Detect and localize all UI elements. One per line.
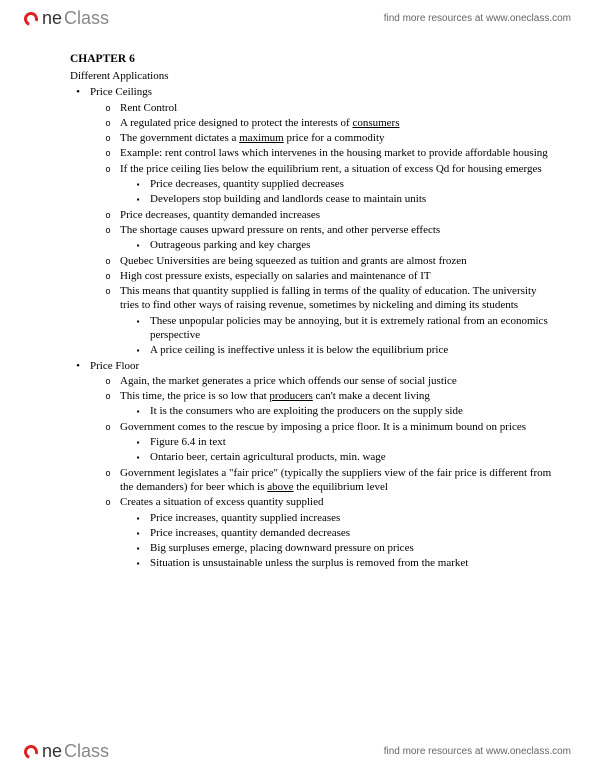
- logo-text-one: ne: [42, 8, 62, 29]
- logo-text-class: Class: [64, 8, 109, 29]
- list-item-text: Situation is unsustainable unless the su…: [150, 557, 468, 569]
- sub-list-item: Developers stop building and landlords c…: [130, 192, 555, 206]
- section-item: Price Floor: [70, 359, 555, 373]
- list-item: Quebec Universities are being squeezed a…: [100, 254, 555, 268]
- list-item: The shortage causes upward pressure on r…: [100, 223, 555, 237]
- list-item-text: Big surpluses emerge, placing downward p…: [150, 542, 414, 554]
- list-item-text: A regulated price designed to protect th…: [120, 117, 400, 129]
- sub-list-item: Situation is unsustainable unless the su…: [130, 556, 555, 570]
- logo-text-one: ne: [42, 741, 62, 762]
- list-item-text: Price decreases, quantity supplied decre…: [150, 178, 344, 190]
- sub-list-item: Figure 6.4 in text: [130, 435, 555, 449]
- logo-ring-icon: [22, 9, 41, 28]
- sub-list-item: Price increases, quantity demanded decre…: [130, 526, 555, 540]
- logo-ring-icon: [22, 742, 41, 761]
- list-item: This time, the price is so low that prod…: [100, 389, 555, 403]
- list-item-text: Price increases, quantity demanded decre…: [150, 527, 350, 539]
- section-title: Price Floor: [90, 360, 139, 372]
- logo-footer: ne Class: [24, 741, 109, 762]
- logo: ne Class: [24, 8, 109, 29]
- sub-list-item: A price ceiling is ineffective unless it…: [130, 343, 555, 357]
- sub-list-item: Price increases, quantity supplied incre…: [130, 511, 555, 525]
- list-item: Rent Control: [100, 101, 555, 115]
- list-item-text: Figure 6.4 in text: [150, 436, 226, 448]
- list-item-text: The shortage causes upward pressure on r…: [120, 224, 440, 236]
- logo-text-class: Class: [64, 741, 109, 762]
- underlined-text: maximum: [239, 132, 284, 144]
- outline-root: Price Ceilings Rent Control A regulated pr…: [70, 85, 555, 571]
- chapter-title: CHAPTER 6: [70, 52, 555, 67]
- list-item-text: A price ceiling is ineffective unless it…: [150, 344, 448, 356]
- underlined-text: above: [267, 481, 293, 493]
- page-header: ne Class find more resources at www.onec…: [0, 0, 595, 37]
- page-footer: ne Class find more resources at www.onec…: [0, 733, 595, 770]
- list-item-text: Again, the market generates a price whic…: [120, 375, 457, 387]
- section-title: Price Ceilings: [90, 86, 152, 98]
- list-item-text: Developers stop building and landlords c…: [150, 193, 426, 205]
- list-item: Example: rent control laws which interve…: [100, 146, 555, 160]
- list-item: If the price ceiling lies below the equi…: [100, 162, 555, 176]
- list-item-text: These unpopular policies may be annoying…: [150, 315, 548, 341]
- list-item-text: This time, the price is so low that prod…: [120, 390, 430, 402]
- underlined-text: producers: [269, 390, 312, 402]
- list-item-text: Price increases, quantity supplied incre…: [150, 512, 340, 524]
- list-item-text: Example: rent control laws which interve…: [120, 147, 548, 159]
- footer-tagline: find more resources at www.oneclass.com: [384, 746, 571, 757]
- list-item-text: Government legislates a "fair price" (ty…: [120, 467, 551, 493]
- list-item: Government comes to the rescue by imposi…: [100, 420, 555, 434]
- list-item-text: Ontario beer, certain agricultural produ…: [150, 451, 386, 463]
- underlined-text: consumers: [352, 117, 399, 129]
- sub-list-item: It is the consumers who are exploiting t…: [130, 404, 555, 418]
- header-tagline: find more resources at www.oneclass.com: [384, 13, 571, 24]
- sub-list-item: Outrageous parking and key charges: [130, 238, 555, 252]
- list-item-text: If the price ceiling lies below the equi…: [120, 163, 542, 175]
- list-item: High cost pressure exists, especially on…: [100, 269, 555, 283]
- list-item: Again, the market generates a price whic…: [100, 374, 555, 388]
- list-item-text: Government comes to the rescue by imposi…: [120, 421, 526, 433]
- list-item: Price decreases, quantity demanded incre…: [100, 208, 555, 222]
- list-item: The government dictates a maximum price …: [100, 131, 555, 145]
- list-item: This means that quantity supplied is fal…: [100, 284, 555, 313]
- list-item-text: This means that quantity supplied is fal…: [120, 285, 537, 311]
- list-item: Creates a situation of excess quantity s…: [100, 495, 555, 509]
- list-item-text: Quebec Universities are being squeezed a…: [120, 255, 467, 267]
- list-item-text: Creates a situation of excess quantity s…: [120, 496, 323, 508]
- sub-list-item: Big surpluses emerge, placing downward p…: [130, 541, 555, 555]
- chapter-subtitle: Different Applications: [70, 69, 555, 83]
- sub-list-item: These unpopular policies may be annoying…: [130, 314, 555, 343]
- list-item: A regulated price designed to protect th…: [100, 116, 555, 130]
- list-item: Government legislates a "fair price" (ty…: [100, 466, 555, 495]
- sub-list-item: Ontario beer, certain agricultural produ…: [130, 450, 555, 464]
- list-item-text: The government dictates a maximum price …: [120, 132, 385, 144]
- section-item: Price Ceilings: [70, 85, 555, 99]
- list-item-text: Rent Control: [120, 102, 177, 114]
- document-content: CHAPTER 6 Different Applications Price C…: [70, 52, 555, 572]
- list-item-text: Outrageous parking and key charges: [150, 239, 310, 251]
- list-item-text: Price decreases, quantity demanded incre…: [120, 209, 320, 221]
- sub-list-item: Price decreases, quantity supplied decre…: [130, 177, 555, 191]
- list-item-text: High cost pressure exists, especially on…: [120, 270, 431, 282]
- list-item-text: It is the consumers who are exploiting t…: [150, 405, 463, 417]
